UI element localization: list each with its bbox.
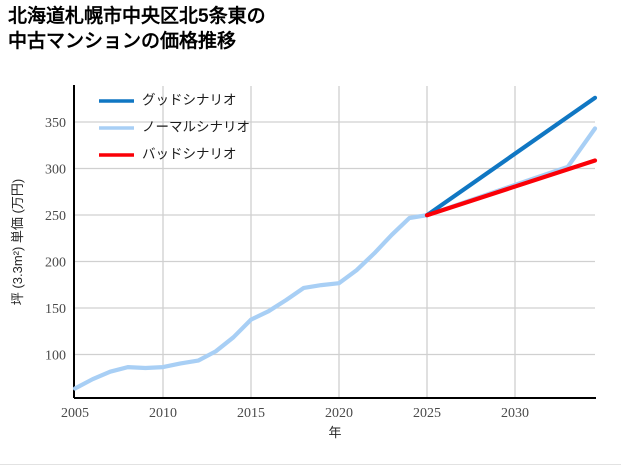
axis-lines [73,85,596,399]
x-tick-2015: 2015 [237,406,265,421]
x-tick-2005: 2005 [61,406,89,421]
gridlines [74,86,595,398]
y-tick-350: 350 [45,116,66,131]
series-line-bad [424,158,598,218]
chart-title-line-2: 中古マンションの価格推移 [8,31,237,53]
series-lines [72,95,598,391]
chart-title: 北海道札幌市中央区北5条東の 中古マンションの価格推移 [8,4,608,54]
legend-label-good: グッドシナリオ [142,93,237,108]
y-axis-title: 坪 (3.3m²) 単価 (万円) [10,179,25,305]
legend-label-normal: ノーマルシナリオ [142,120,250,135]
x-tick-2020: 2020 [325,406,353,421]
y-tick-100: 100 [45,349,66,364]
series-line-good [424,95,598,218]
x-tick-2030: 2030 [501,406,529,421]
y-tick-200: 200 [45,256,66,271]
series-line-normal [72,126,598,391]
y-tick-300: 300 [45,163,66,178]
x-tick-labels: 2005 2010 2015 2020 2025 2030 [61,406,529,421]
y-tick-labels: 350 300 250 200 150 100 [45,116,66,364]
chart-title-line-1: 北海道札幌市中央区北5条東の [8,6,266,27]
y-tick-250: 250 [45,209,66,224]
x-tick-2010: 2010 [149,406,177,421]
legend: グッドシナリオ ノーマルシナリオ バッドシナリオ [99,93,250,162]
x-axis-title: 年 [328,425,341,440]
legend-label-bad: バッドシナリオ [142,147,237,162]
x-tick-2025: 2025 [413,406,441,421]
y-tick-150: 150 [45,302,66,317]
